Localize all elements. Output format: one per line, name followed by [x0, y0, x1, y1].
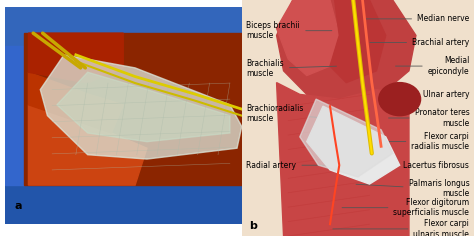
Polygon shape: [28, 72, 123, 133]
Text: Lacertus fibrosus: Lacertus fibrosus: [365, 161, 469, 170]
Polygon shape: [57, 72, 230, 142]
Polygon shape: [330, 0, 386, 83]
Text: Brachialis
muscle: Brachialis muscle: [246, 59, 337, 78]
Polygon shape: [28, 33, 123, 83]
Polygon shape: [277, 0, 416, 106]
Polygon shape: [300, 99, 392, 177]
Text: Pronator teres
muscle: Pronator teres muscle: [389, 108, 469, 128]
Polygon shape: [5, 46, 24, 185]
Polygon shape: [277, 0, 339, 76]
Text: b: b: [249, 221, 256, 231]
Text: Radial artery: Radial artery: [246, 161, 327, 170]
Polygon shape: [307, 106, 400, 184]
Text: a: a: [14, 201, 22, 211]
Text: Flexor carpi
radialis muscle: Flexor carpi radialis muscle: [379, 132, 469, 151]
Text: Palmaris longus
muscle: Palmaris longus muscle: [356, 179, 469, 198]
Ellipse shape: [379, 83, 420, 116]
Polygon shape: [5, 185, 242, 224]
Text: Flexor digitorum
superficialis muscle: Flexor digitorum superficialis muscle: [342, 198, 469, 217]
Text: Brachioradialis
muscle: Brachioradialis muscle: [246, 104, 320, 123]
Text: Ulnar artery: Ulnar artery: [384, 90, 469, 99]
Text: Median nerve: Median nerve: [365, 14, 469, 23]
Text: Medial
epicondyle: Medial epicondyle: [395, 56, 469, 76]
Polygon shape: [5, 7, 242, 46]
Text: Brachial artery: Brachial artery: [370, 38, 469, 47]
Polygon shape: [24, 33, 242, 185]
Text: Flexor carpi
ulnaris muscle: Flexor carpi ulnaris muscle: [333, 219, 469, 236]
Text: Biceps brachii
muscle: Biceps brachii muscle: [246, 21, 332, 40]
Polygon shape: [242, 0, 474, 236]
Polygon shape: [277, 83, 409, 236]
Polygon shape: [40, 55, 242, 159]
Polygon shape: [28, 105, 147, 185]
